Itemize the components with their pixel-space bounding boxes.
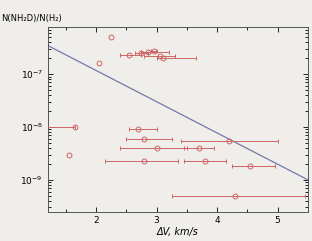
Text: N(NH₂D)/N(H₂): N(NH₂D)/N(H₂) <box>1 14 61 23</box>
X-axis label: ΔV, km/s: ΔV, km/s <box>157 227 199 237</box>
